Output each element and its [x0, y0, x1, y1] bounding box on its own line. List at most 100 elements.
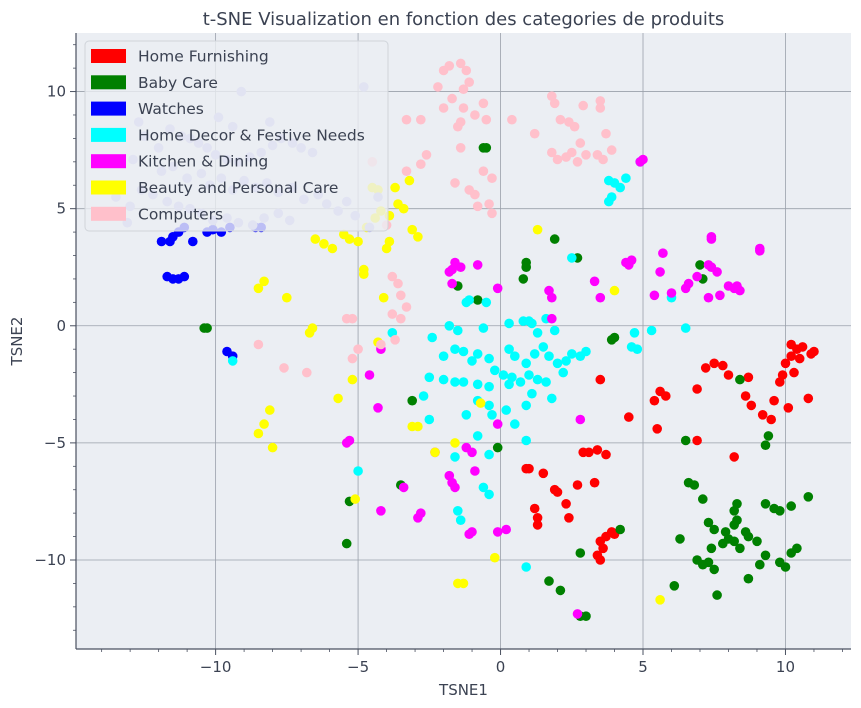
data-point	[635, 157, 645, 167]
data-point	[416, 159, 426, 169]
data-point	[589, 477, 600, 488]
data-point	[541, 377, 551, 387]
data-point	[769, 395, 779, 406]
data-point	[396, 290, 406, 301]
data-point	[760, 440, 771, 451]
data-point	[649, 395, 660, 406]
x-tick-label: 5	[638, 658, 648, 676]
data-point	[632, 344, 643, 355]
data-point	[661, 391, 671, 401]
data-point	[413, 232, 423, 242]
data-point	[786, 351, 796, 362]
data-point	[450, 377, 460, 387]
legend-label: Beauty and Personal Care	[138, 179, 338, 197]
data-point	[421, 150, 432, 160]
data-point	[547, 313, 557, 324]
data-point	[453, 325, 463, 336]
data-point	[179, 271, 190, 282]
data-point	[470, 110, 480, 120]
data-point	[227, 356, 238, 366]
data-point	[589, 276, 600, 287]
data-point	[544, 351, 554, 362]
data-point	[504, 379, 514, 390]
data-point	[490, 365, 500, 376]
data-point	[450, 438, 460, 448]
data-point	[527, 388, 537, 399]
data-point	[444, 61, 455, 71]
data-point	[572, 609, 583, 619]
data-point	[581, 346, 591, 357]
data-point	[265, 405, 275, 415]
data-point	[430, 447, 440, 458]
data-point	[598, 154, 608, 165]
data-point	[472, 431, 483, 441]
legend-label: Computers	[138, 205, 223, 223]
legend-swatch	[91, 180, 126, 195]
data-point	[794, 353, 805, 364]
data-point	[188, 236, 198, 247]
data-point	[529, 128, 540, 139]
y-tick-label: −5	[44, 434, 66, 452]
data-point	[407, 421, 418, 432]
data-point	[675, 534, 685, 544]
data-point	[458, 103, 469, 113]
ticks: −10 −5 0 5 10 −10 −5 0 5 10	[34, 44, 843, 676]
data-point	[706, 543, 717, 554]
legend-label: Home Decor & Festive Needs	[138, 126, 365, 144]
data-point	[680, 283, 691, 294]
data-point	[492, 283, 503, 294]
data-point	[413, 513, 423, 523]
data-point	[561, 356, 571, 366]
data-point	[547, 292, 557, 303]
data-point	[447, 93, 457, 104]
data-point	[487, 410, 497, 420]
data-point	[797, 342, 808, 352]
data-point	[427, 332, 438, 343]
data-point	[572, 480, 583, 490]
axes	[75, 33, 851, 650]
data-point	[472, 260, 483, 270]
data-point	[692, 435, 702, 446]
data-point	[595, 292, 606, 303]
data-point	[755, 246, 765, 256]
data-point	[715, 290, 725, 301]
data-point	[732, 515, 742, 525]
legend-label: Home Furnishing	[138, 48, 269, 66]
data-point	[609, 285, 620, 296]
data-point	[729, 506, 739, 516]
data-point	[709, 564, 719, 575]
data-point	[740, 391, 751, 401]
data-point	[458, 346, 469, 357]
data-point	[347, 374, 358, 385]
data-point	[709, 524, 719, 535]
data-point	[775, 377, 785, 387]
data-point	[401, 114, 412, 125]
data-point	[712, 590, 722, 600]
data-point	[376, 506, 386, 516]
data-point	[518, 274, 529, 284]
data-point	[490, 552, 500, 563]
series-kitchen-dining	[341, 154, 765, 619]
data-point	[786, 501, 796, 511]
data-point	[735, 543, 745, 554]
data-point	[467, 356, 477, 366]
data-point	[561, 499, 571, 509]
data-point	[755, 559, 765, 570]
legend-swatch	[91, 101, 126, 116]
data-point	[450, 344, 460, 355]
data-point	[712, 267, 722, 277]
data-point	[521, 257, 531, 268]
data-point	[521, 400, 531, 411]
data-point	[703, 292, 714, 303]
data-point	[376, 339, 386, 350]
data-point	[407, 395, 418, 406]
data-point	[333, 393, 343, 404]
data-point	[455, 143, 466, 153]
data-point	[700, 363, 711, 373]
data-point	[746, 400, 757, 411]
data-point	[390, 182, 400, 193]
data-point	[709, 358, 719, 369]
data-point	[396, 313, 406, 324]
data-point	[652, 424, 662, 434]
